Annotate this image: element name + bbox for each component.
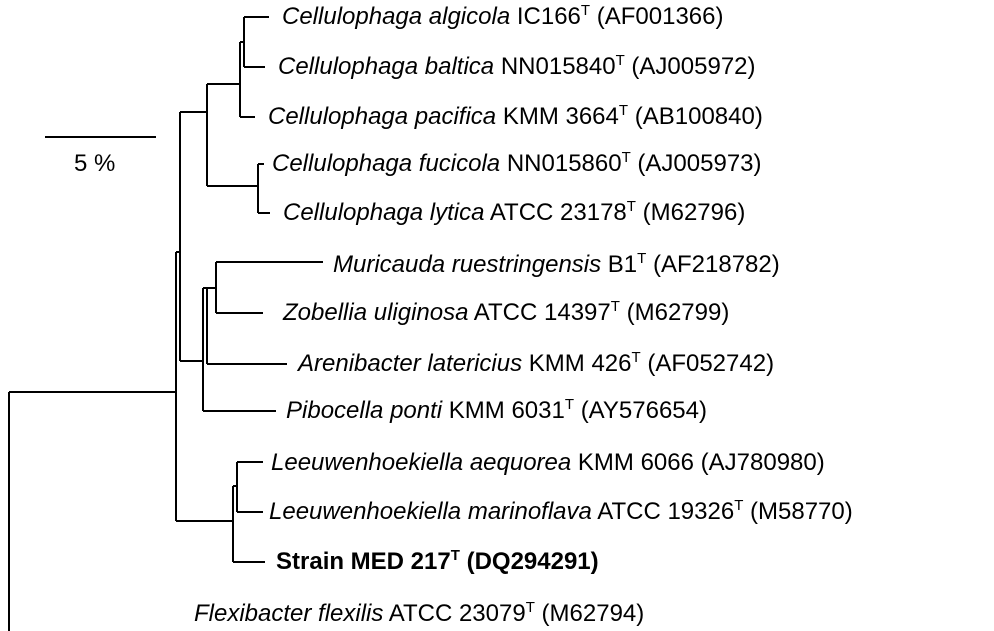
type-strain-marker: T xyxy=(450,547,460,564)
strain-name: ATCC 23178 xyxy=(489,199,627,226)
species-name: Cellulophaga algicola xyxy=(282,3,511,30)
species-name: Leeuwenhoekiella marinoflava xyxy=(269,498,592,525)
strain-name: NN015840 xyxy=(500,53,616,80)
taxon-label: Cellulophaga fucicola NN015860T (AJ00597… xyxy=(272,150,762,178)
type-strain-marker: T xyxy=(618,102,629,119)
species-name: Cellulophaga pacifica xyxy=(268,103,497,130)
strain-name: KMM 6031 xyxy=(448,397,565,424)
accession-number: (M58770) xyxy=(750,498,853,525)
accession-number: (AF052742) xyxy=(647,350,775,377)
strain-name: IC166 xyxy=(516,3,581,30)
type-strain-marker: T xyxy=(631,349,641,366)
taxon-label: Muricauda ruestringensis B1T (AF218782) xyxy=(333,251,780,279)
taxon-label: Cellulophaga algicola IC166T (AF001366) xyxy=(282,3,723,31)
taxon-label: Leeuwenhoekiella marinoflava ATCC 19326T… xyxy=(269,498,853,526)
strain-name: ATCC 19326 xyxy=(597,498,735,525)
species-name: Cellulophaga fucicola xyxy=(272,150,501,177)
taxon-label-highlighted: Strain MED 217T (DQ294291) xyxy=(276,548,599,576)
taxon-label: Flexibacter flexilis ATCC 23079T (M62794… xyxy=(194,600,644,628)
type-strain-marker: T xyxy=(626,198,636,215)
taxon-label: Pibocella ponti KMM 6031T (AY576654) xyxy=(286,397,707,425)
species-name: Flexibacter flexilis xyxy=(194,600,384,627)
accession-number: (AJ780980) xyxy=(700,449,825,476)
type-strain-marker: T xyxy=(564,396,575,413)
species-name: Arenibacter latericius xyxy=(298,350,523,377)
type-strain-marker: T xyxy=(621,149,631,166)
type-strain-marker: T xyxy=(610,298,620,315)
strain-name: ATCC 23079 xyxy=(388,600,526,627)
accession-number: (AB100840) xyxy=(634,103,763,130)
type-strain-marker: T xyxy=(615,52,625,69)
taxon-label: Cellulophaga baltica NN015840T (AJ005972… xyxy=(278,53,756,81)
taxon-label: Zobellia uliginosa ATCC 14397T (M62799) xyxy=(283,299,729,327)
type-strain-marker: T xyxy=(525,599,535,616)
accession-number: (AF001366) xyxy=(596,3,724,30)
accession-number: (AJ005973) xyxy=(637,150,762,177)
strain-name: NN015860 xyxy=(506,150,622,177)
species-name: Muricauda ruestringensis xyxy=(333,251,602,278)
type-strain-marker: T xyxy=(637,250,647,267)
taxon-label: Cellulophaga pacifica KMM 3664T (AB10084… xyxy=(268,103,763,131)
species-name: Zobellia uliginosa xyxy=(283,299,469,326)
species-name: Pibocella ponti xyxy=(286,397,443,424)
accession-number: (AJ005972) xyxy=(631,53,756,80)
type-strain-marker: T xyxy=(734,497,744,514)
strain-name: KMM 426 xyxy=(528,350,632,377)
taxon-label: Cellulophaga lytica ATCC 23178T (M62796) xyxy=(283,199,745,227)
species-name: Cellulophaga lytica xyxy=(283,199,485,226)
type-strain-marker: T xyxy=(580,2,591,19)
strain-name: Strain MED 217 xyxy=(276,548,451,575)
accession-number: (AY576654) xyxy=(580,397,707,424)
scale-bar-label: 5 % xyxy=(74,150,116,177)
accession-number: (M62796) xyxy=(642,199,746,226)
species-name: Leeuwenhoekiella aequorea xyxy=(271,449,572,476)
strain-name: ATCC 14397 xyxy=(473,299,611,326)
accession-number: (M62799) xyxy=(626,299,730,326)
strain-name: KMM 3664 xyxy=(502,103,619,130)
species-name: Cellulophaga baltica xyxy=(278,53,495,80)
accession-number: (AF218782) xyxy=(653,251,780,278)
taxon-label: Leeuwenhoekiella aequorea KMM 6066 (AJ78… xyxy=(271,449,825,477)
taxon-label: Arenibacter latericius KMM 426T (AF05274… xyxy=(298,350,774,378)
accession-number: (DQ294291) xyxy=(466,548,599,575)
strain-name: KMM 6066 xyxy=(577,449,694,476)
strain-name: B1 xyxy=(607,251,638,278)
accession-number: (M62794) xyxy=(541,600,645,627)
